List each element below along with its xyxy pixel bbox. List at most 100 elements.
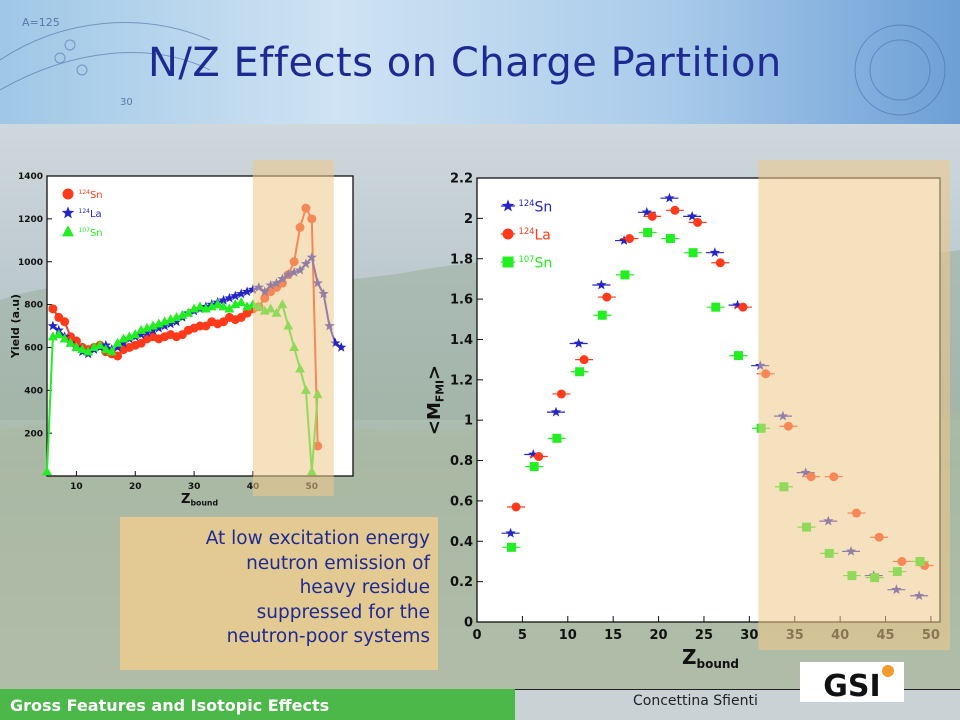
x-tick-label: 10 [559,628,577,643]
data-point [159,320,170,331]
data-point [528,449,539,459]
data-point [241,286,253,297]
data-point [579,355,589,365]
data-point [670,205,680,215]
data-point [597,310,607,320]
y-tick-label: 0.4 [450,535,473,550]
data-point [665,234,675,244]
footer-divider [515,689,960,690]
data-point [647,211,657,221]
data-point [711,302,721,312]
data-point [618,235,630,245]
data-point [218,294,229,305]
y-tick-label: 2 [464,212,473,227]
x-tick-label: 20 [129,482,142,492]
data-point [141,327,153,337]
multiplicity-chart: 0 0.2 0.4 0.6 0.8 1 1.2 1.4 1.6 1.8 2 2.2 0 5 10 15 20 25… [424,160,950,671]
data-point [230,290,241,301]
legend-name: Sn [535,256,553,272]
slide-title: N/Z Effects on Charge Partition [148,40,782,86]
data-point [212,299,223,309]
highlight-band [758,160,950,650]
data-point [552,433,562,443]
data-point [620,270,630,280]
x-tick-label: 25 [695,628,713,643]
data-point [106,346,117,356]
legend-mass: 124 [519,226,535,236]
data-point [709,247,720,258]
data-point [71,342,82,352]
data-point [664,192,675,203]
header-decoration [0,22,946,116]
data-point [556,389,566,399]
data-point [506,542,516,552]
legend-name: Sn [535,200,553,216]
y-tick-label: 400 [24,386,43,396]
data-point [71,336,81,346]
yield-chart: 2004006008001000120014001020304050124Sn1… [10,160,354,508]
data-point [147,324,159,335]
data-point [534,452,544,462]
author-name: Concettina Sfienti [633,693,758,709]
data-point [596,279,607,290]
data-point [53,329,64,339]
data-point [95,339,105,349]
data-point [732,299,743,310]
data-point [641,206,652,217]
data-point [738,302,748,312]
footer-bar [0,689,515,720]
data-point [48,304,58,314]
data-point [136,329,147,339]
legend-marker [61,225,75,237]
data-point [529,462,539,472]
data-point [688,248,698,258]
data-point [118,337,129,348]
y-tick-label: 1.4 [450,333,473,348]
legend-label: 107Sn [79,227,103,239]
data-point [733,351,743,361]
data-point [602,292,612,302]
gsi-logo-text: GSI [823,669,880,702]
legend-mass: 124 [79,208,91,215]
legend-mass: 124 [519,198,535,208]
data-point [550,406,562,417]
y-tick-label: 200 [24,429,43,439]
data-point [42,466,52,476]
y-tick-label: 1.6 [450,293,473,308]
legend-name: La [90,209,102,220]
y-label-sub: FMI [434,380,447,402]
data-point [171,316,182,327]
data-point [183,307,194,317]
note-line: suppressed for the [256,601,430,623]
legend-mass: 107 [519,254,535,264]
y-tick-label: 1000 [18,258,43,268]
y-tick-label: 0.6 [450,494,473,509]
note-line: heavy residue [299,577,430,598]
note-line: neutron emission of [246,552,430,574]
legend-mass: 124 [79,189,91,196]
y-label-end: > [424,365,445,380]
x-label-sub: bound [697,657,740,671]
legend-name: La [535,228,551,244]
x-tick-label: 15 [604,628,622,643]
x-tick-label: 20 [650,628,668,643]
y-tick-label: 1400 [18,172,43,182]
data-point [153,322,164,333]
y-tick-label: 1.2 [450,373,473,388]
legend-name: Sn [90,190,103,201]
gsi-logo: GSI [800,662,904,702]
y-tick-label: 1.8 [450,252,473,267]
legend-marker [501,199,515,212]
x-label-main: Z [181,492,190,507]
y-axis-label: Yield (a.u) [10,294,22,359]
y-axis-label: <MFMI> [424,365,447,435]
data-point [60,317,70,327]
x-tick-label: 30 [188,482,201,492]
data-point [218,301,229,311]
data-point [165,318,176,329]
y-tick-label: 0 [464,616,473,631]
legend-marker [502,256,514,268]
note-line: At low excitation energy [205,528,430,549]
data-point [573,338,584,348]
